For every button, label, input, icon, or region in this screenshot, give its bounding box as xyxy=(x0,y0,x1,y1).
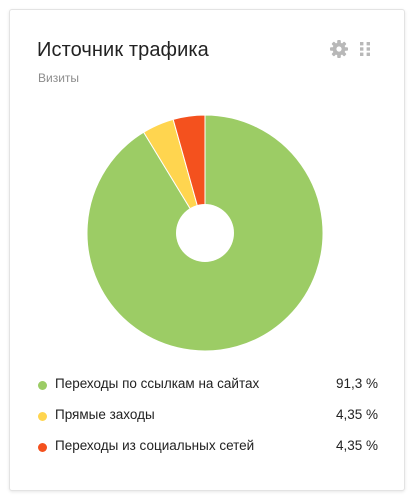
legend-item[interactable]: Переходы из социальных сетей 4,35 % xyxy=(38,438,378,469)
legend-label: Переходы из социальных сетей xyxy=(55,438,255,453)
chart-legend: Переходы по ссылкам на сайтах 91,3 % Прямы… xyxy=(38,376,378,469)
legend-value: 91,3 % xyxy=(335,376,378,391)
widget-subtitle: Визиты xyxy=(38,71,80,85)
widget-title: Источник трафика xyxy=(37,39,209,61)
legend-item[interactable]: Прямые заходы 4,35 % xyxy=(38,407,378,438)
gear-icon[interactable] xyxy=(329,39,349,59)
donut-chart xyxy=(86,114,324,352)
pie-slice[interactable] xyxy=(172,114,206,234)
legend-value: 4,35 % xyxy=(335,407,378,422)
donut-hole xyxy=(176,204,234,262)
drag-handle-icon[interactable] xyxy=(359,41,371,57)
legend-item[interactable]: Переходы по ссылкам на сайтах 91,3 % xyxy=(38,376,378,407)
legend-label: Прямые заходы xyxy=(55,407,155,422)
legend-dot-icon xyxy=(38,443,47,452)
traffic-source-widget: Источник трафика Визиты Переходы по ссыл… xyxy=(9,9,405,491)
legend-dot-icon xyxy=(38,381,47,390)
legend-label: Переходы по ссылкам на сайтах xyxy=(55,376,260,391)
legend-value: 4,35 % xyxy=(335,438,378,453)
legend-dot-icon xyxy=(38,412,47,421)
